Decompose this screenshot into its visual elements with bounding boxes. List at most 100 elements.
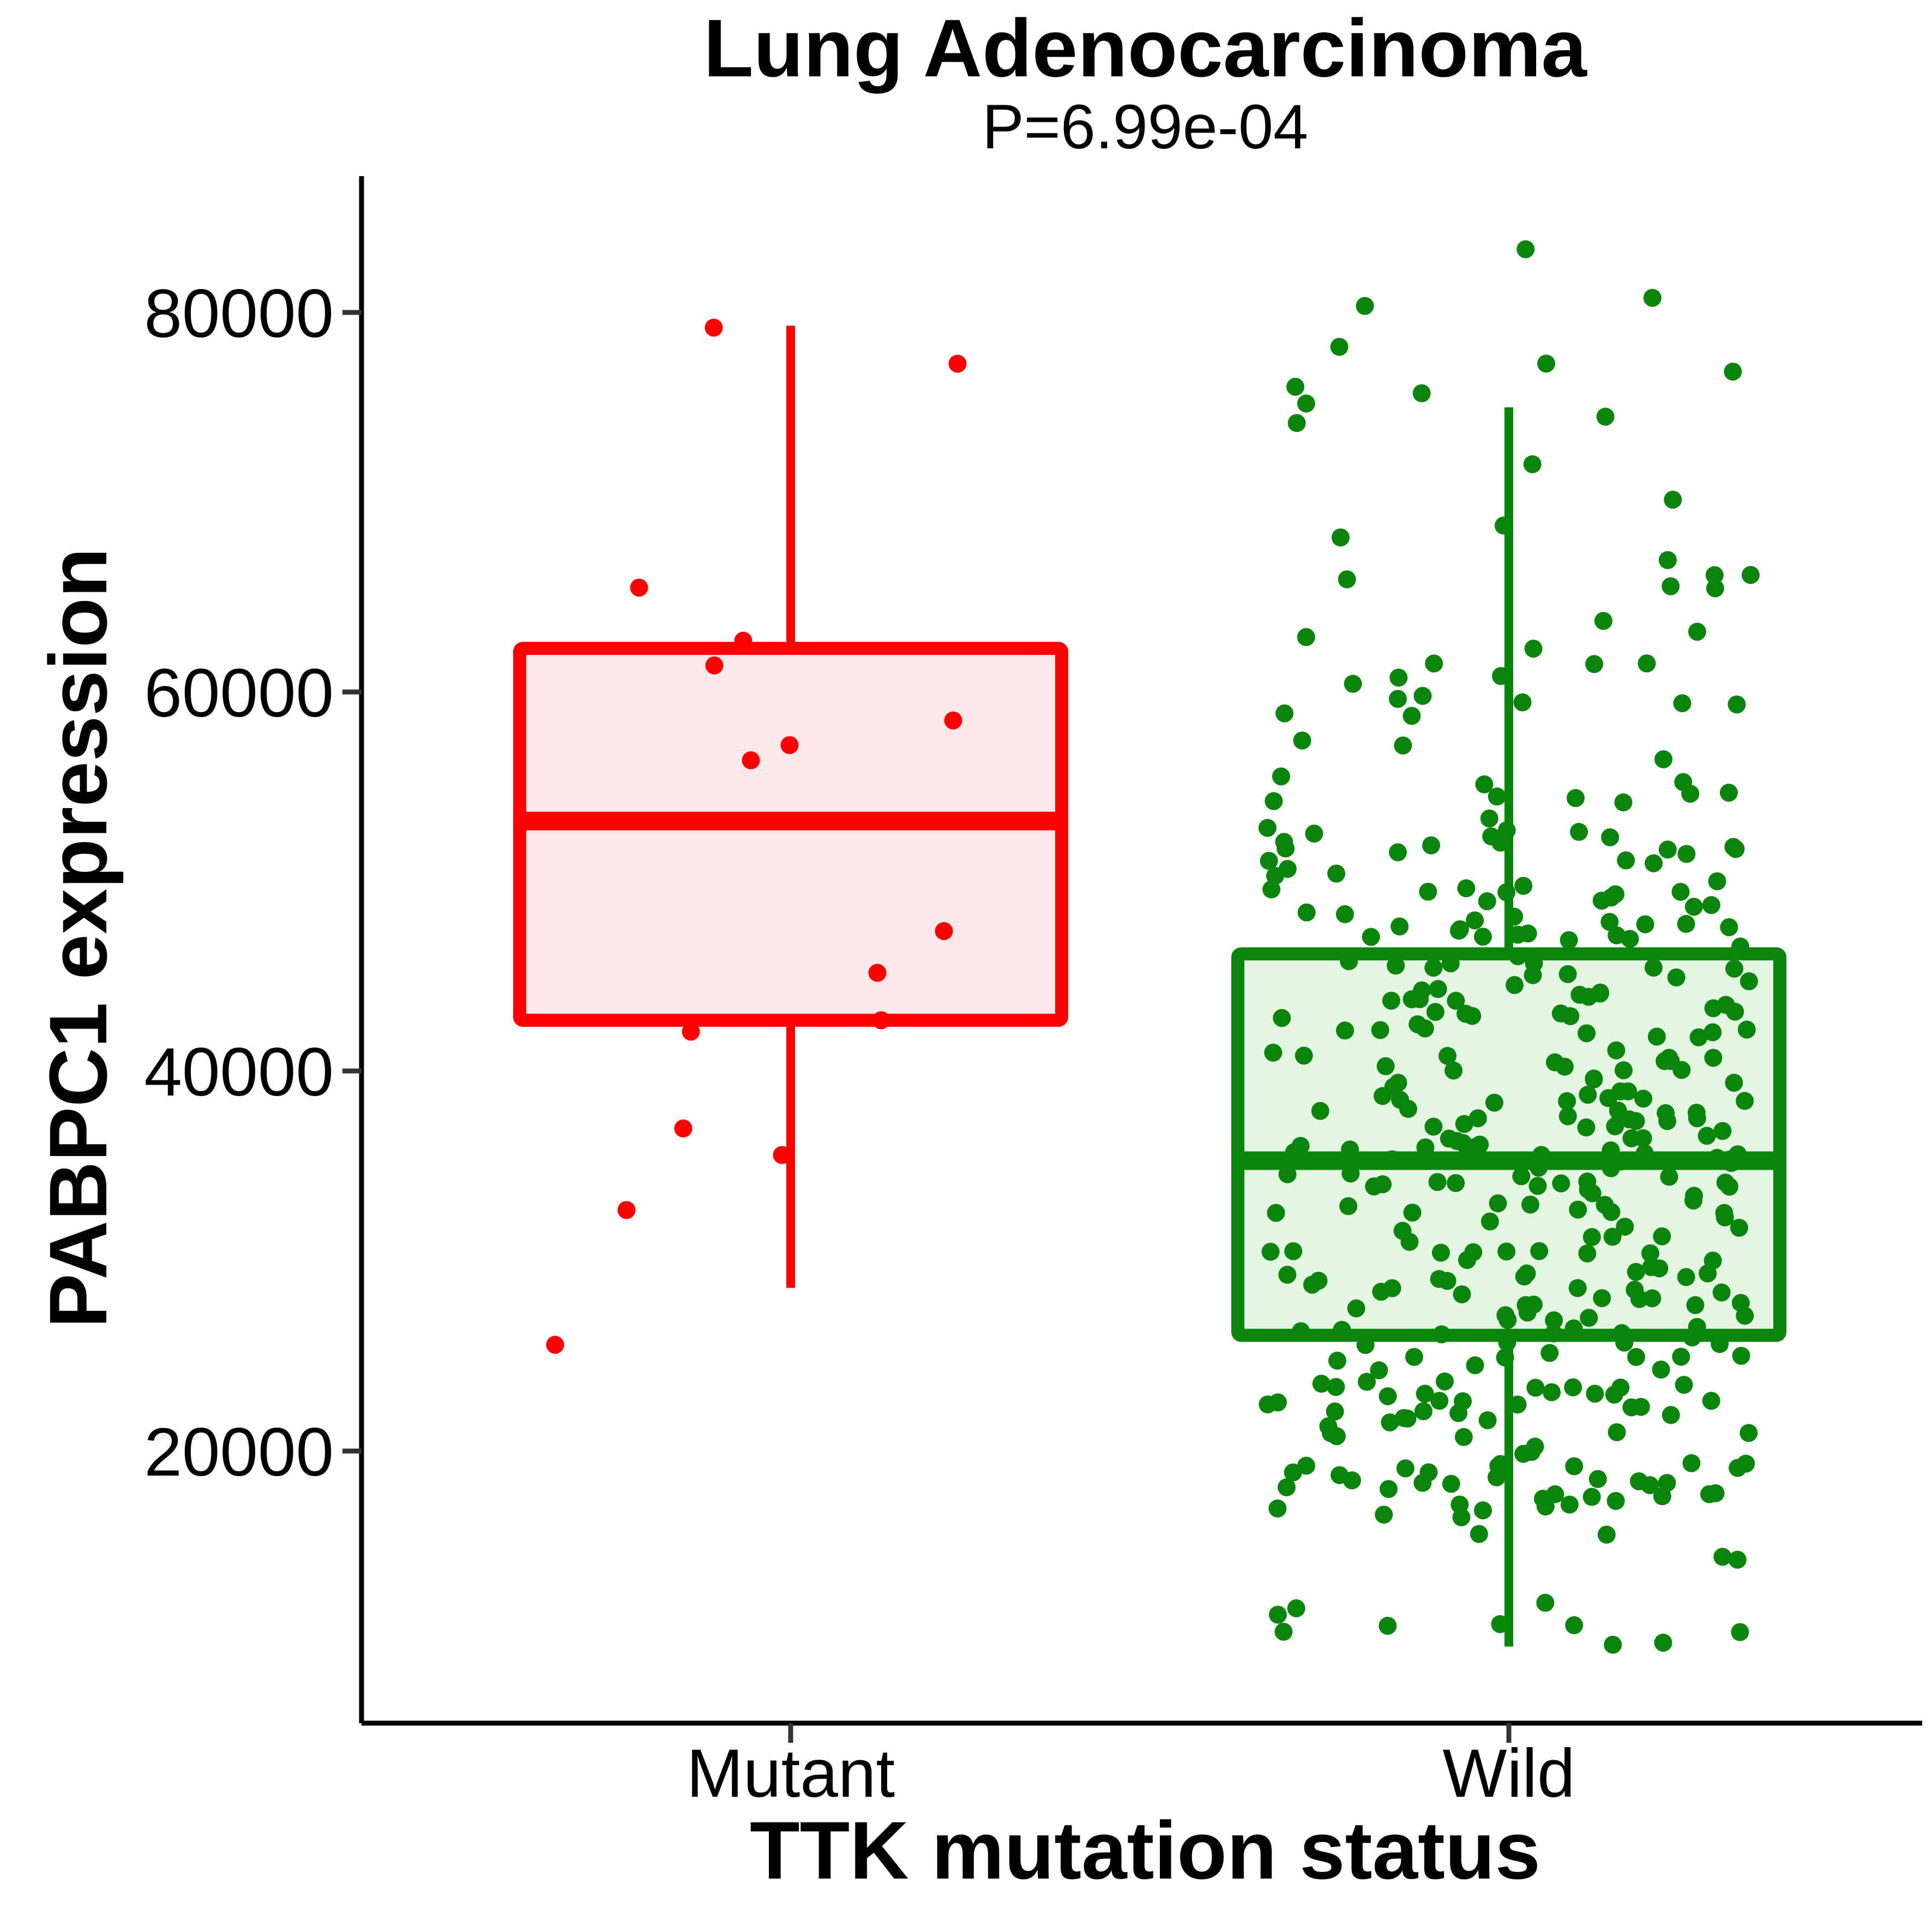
jitter-point [1565,1616,1584,1634]
jitter-point [1466,1356,1484,1375]
jitter-point [1688,622,1706,641]
jitter-point [1497,1242,1516,1261]
jitter-point [1284,1242,1303,1261]
jitter-point [1593,1289,1611,1308]
x-axis: Mutant Wild TTK mutation status [362,1720,1922,1896]
jitter-point [1687,1104,1706,1122]
jitter-point [1494,516,1513,535]
jitter-point [1731,937,1749,956]
jitter-point [1720,1151,1738,1169]
jitter-point [1564,1319,1583,1338]
jitter-point [1383,1279,1401,1297]
jitter-point [1498,1311,1517,1329]
jitter-point [1715,1203,1734,1222]
jitter-point [1328,1351,1346,1370]
jitter-point [1458,1251,1476,1269]
jitter-point [1537,354,1556,373]
jitter-point [1375,1506,1393,1524]
jitter-point [1480,809,1498,828]
jitter-point [1664,490,1682,509]
jitter-point [1603,1227,1622,1246]
jitter-point [1515,1267,1533,1286]
jitter-point [1471,1135,1489,1154]
jitter-point [1424,1117,1443,1136]
jitter-point [1387,956,1405,975]
jitter-point [1652,1361,1670,1379]
jitter-point [1724,363,1742,381]
jitter-point [1578,1172,1597,1191]
jitter-point [742,751,760,769]
jitter-point [1311,1102,1329,1120]
jitter-point [1272,767,1290,786]
jitter-point [1636,915,1654,934]
jitter-point [1740,972,1758,991]
jitter-point [1454,1428,1473,1446]
jitter-point [1485,1093,1503,1112]
jitter-point [868,964,887,982]
jitter-point [1600,913,1619,931]
jitter-point [1582,1228,1601,1247]
jitter-point [1608,1423,1626,1442]
jitter-point [1267,1203,1285,1222]
jitter-point [1545,1311,1563,1329]
jitter-point [1725,959,1744,978]
jitter-point [1740,1424,1758,1442]
jitter-point [1480,1212,1499,1231]
jitter-point [1658,551,1677,569]
jitter-point [1614,1061,1633,1080]
jitter-point [1698,1127,1716,1145]
jitter-point [1614,793,1633,811]
x-tick-label-mutant: Mutant [687,1736,895,1811]
jitter-point [1453,1392,1472,1411]
jitter-point [1597,1525,1616,1544]
jitter-point [1525,954,1543,973]
jitter-point [1362,928,1380,946]
jitter-point [1607,1041,1626,1060]
jitter-point [1297,394,1315,413]
jitter-point [1376,1057,1395,1075]
jitter-point [1412,384,1431,402]
jitter-point [1453,1285,1471,1304]
jitter-point [1729,1459,1747,1477]
jitter-point [1441,954,1460,973]
jitter-point [1341,1164,1360,1183]
jitter-point [1606,1117,1624,1136]
plot-marks [513,240,1786,1654]
jitter-point [1447,991,1465,1010]
jitter-point [1445,1061,1463,1080]
jitter-point [546,1335,564,1354]
jitter-point [1394,1409,1413,1427]
jitter-point [1274,1622,1293,1641]
jitter-point [1577,1118,1596,1137]
jitter-point [1672,1347,1690,1366]
jitter-point [1516,240,1535,258]
jitter-point [1586,1385,1604,1403]
jitter-point [1702,1392,1720,1410]
jitter-point [1478,1411,1497,1429]
jitter-point [1732,1346,1750,1365]
jitter-point [1336,1021,1355,1040]
jitter-point [1594,612,1612,630]
jitter-point [1419,882,1437,901]
jitter-point [1660,1167,1678,1186]
jitter-point [1711,1335,1729,1353]
jitter-point [773,1146,791,1164]
jitter-point [1644,958,1663,977]
jitter-point [1374,1087,1392,1105]
jitter-point [1641,1244,1660,1262]
jitter-point [1275,704,1294,723]
jitter-point [1403,707,1421,725]
jitter-point [1677,845,1696,863]
jitter-point [1536,1593,1555,1612]
jitter-point [1713,1122,1732,1140]
mutant-box [513,641,1068,1027]
jitter-point [1638,654,1656,673]
jitter-point [734,631,753,650]
jitter-point [1435,1372,1454,1391]
jitter-point [1466,911,1484,930]
jitter-point [1585,1069,1603,1088]
jitter-point [948,354,967,373]
jitter-point [1478,892,1496,911]
jitter-point [1488,787,1506,806]
jitter-point [1514,876,1533,895]
